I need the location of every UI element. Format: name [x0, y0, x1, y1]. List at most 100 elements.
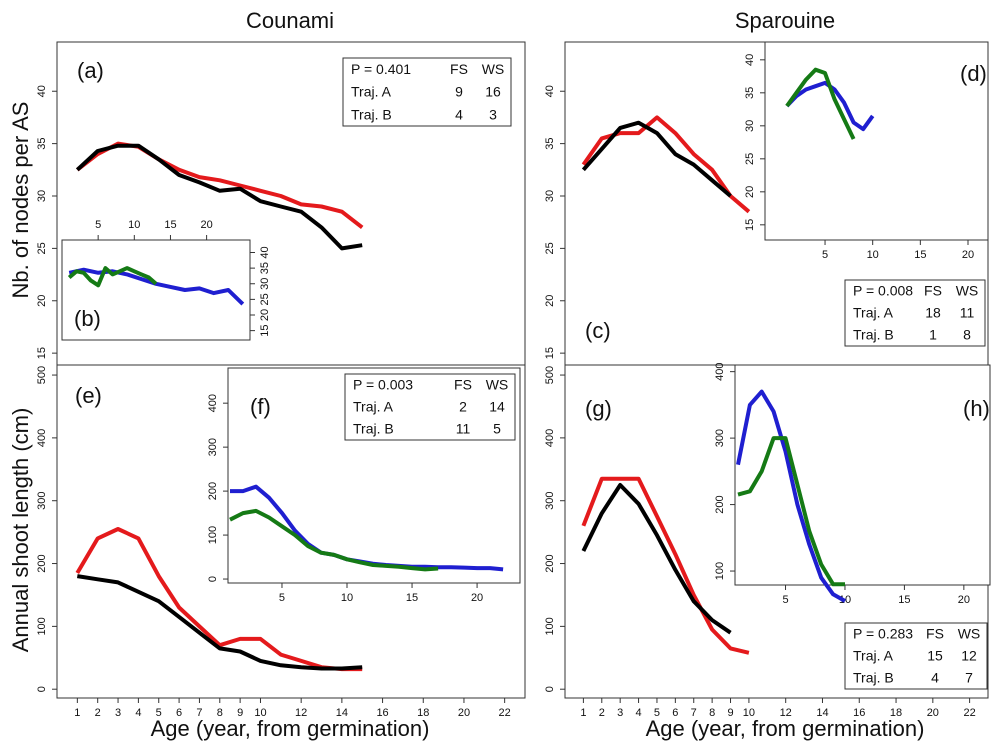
x-axis-label: Age (year, from germination) [646, 716, 925, 741]
count: 3 [489, 106, 497, 122]
p-value: P = 0.008 [853, 283, 913, 299]
legend-table [844, 622, 988, 690]
y-tick-label: 30 [36, 190, 48, 202]
series-line [75, 143, 363, 251]
row-name: Traj. B [351, 106, 392, 122]
y-axis-label: Annual shoot length (cm) [8, 408, 33, 653]
y-tick-label: 400 [544, 429, 556, 447]
p-value: P = 0.401 [351, 61, 411, 77]
series-line [737, 436, 845, 587]
panel-label: (f) [250, 394, 271, 419]
x-tick-label: 15 [164, 219, 176, 231]
count: 11 [456, 421, 471, 437]
y-tick-label: 30 [259, 278, 271, 290]
column-header: FS [926, 626, 944, 642]
count: 2 [459, 399, 467, 415]
x-tick-label: 5 [95, 219, 101, 231]
y-tick-label: 0 [36, 686, 48, 692]
count: 4 [455, 106, 463, 122]
panel-label: (b) [74, 306, 101, 331]
x-axis-label: Age (year, from germination) [151, 716, 430, 741]
y-tick-label: 15 [544, 347, 556, 359]
x-tick-label: 9 [237, 707, 243, 719]
y-tick-label: 300 [207, 438, 219, 456]
panel-label: (e) [75, 383, 102, 408]
x-tick-label: 5 [822, 249, 828, 261]
x-tick-label: 5 [782, 594, 788, 606]
column-header: WS [958, 626, 981, 642]
column-title: Counami [246, 8, 334, 33]
y-tick-label: 200 [544, 554, 556, 572]
x-tick-label: 3 [115, 707, 121, 719]
y-tick-label: 30 [744, 120, 756, 132]
x-tick-label: 18 [417, 707, 429, 719]
x-tick-label: 2 [599, 707, 605, 719]
y-tick-label: 40 [544, 85, 556, 97]
x-tick-label: 4 [135, 707, 141, 719]
legend-table [344, 373, 516, 441]
row-name: Traj. B [853, 327, 894, 343]
x-tick-label: 10 [128, 219, 140, 231]
x-tick-label: 5 [654, 707, 660, 719]
series-line [581, 476, 750, 655]
y-tick-label: 15 [36, 347, 48, 359]
y-tick-label: 300 [714, 429, 726, 447]
count: 15 [927, 648, 943, 664]
row-name: Traj. A [853, 648, 894, 664]
p-value: P = 0.283 [853, 626, 913, 642]
x-tick-label: 9 [727, 707, 733, 719]
y-tick-label: 200 [207, 482, 219, 500]
series-line [785, 67, 856, 140]
y-tick-label: 100 [544, 617, 556, 635]
count: 4 [931, 670, 939, 686]
y-tick-label: 20 [544, 295, 556, 307]
count: 12 [961, 648, 977, 664]
column-title: Sparouine [735, 8, 835, 33]
x-tick-label: 20 [458, 707, 470, 719]
x-tick-label: 5 [279, 592, 285, 604]
y-axis-label: Nb. of nodes per AS [8, 102, 33, 299]
row-name: Traj. B [853, 670, 894, 686]
y-tick-label: 0 [207, 576, 219, 582]
count: 11 [960, 305, 975, 321]
plot-area [734, 364, 991, 586]
y-tick-label: 0 [544, 686, 556, 692]
x-tick-label: 8 [217, 707, 223, 719]
series-line [736, 389, 846, 603]
x-tick-label: 20 [471, 592, 483, 604]
y-tick-label: 400 [714, 362, 726, 380]
x-tick-label: 15 [898, 594, 910, 606]
p-value: P = 0.003 [353, 377, 413, 393]
x-tick-label: 20 [962, 249, 974, 261]
column-header: FS [924, 283, 942, 299]
column-header: WS [482, 61, 505, 77]
x-tick-label: 16 [853, 707, 865, 719]
y-tick-label: 15 [744, 219, 756, 231]
x-tick-label: 14 [816, 707, 828, 719]
row-name: Traj. B [353, 421, 394, 437]
y-tick-label: 200 [36, 554, 48, 572]
panel-label: (d) [960, 61, 987, 86]
y-tick-label: 40 [744, 54, 756, 66]
x-tick-label: 1 [74, 707, 80, 719]
y-tick-label: 500 [544, 366, 556, 384]
y-tick-label: 40 [259, 246, 271, 258]
x-tick-label: 10 [867, 249, 879, 261]
x-tick-label: 15 [914, 249, 926, 261]
y-tick-label: 100 [36, 617, 48, 635]
count: 14 [489, 399, 505, 415]
x-tick-label: 18 [890, 707, 902, 719]
count: 7 [965, 670, 973, 686]
x-tick-label: 3 [617, 707, 623, 719]
count: 5 [493, 421, 501, 437]
legend-table [844, 279, 986, 347]
count: 16 [485, 84, 501, 100]
y-tick-label: 30 [544, 190, 556, 202]
y-tick-label: 200 [714, 495, 726, 513]
y-tick-label: 25 [36, 242, 48, 254]
y-tick-label: 400 [36, 429, 48, 447]
column-header: FS [450, 61, 468, 77]
x-tick-label: 20 [958, 594, 970, 606]
x-tick-label: 10 [341, 592, 353, 604]
